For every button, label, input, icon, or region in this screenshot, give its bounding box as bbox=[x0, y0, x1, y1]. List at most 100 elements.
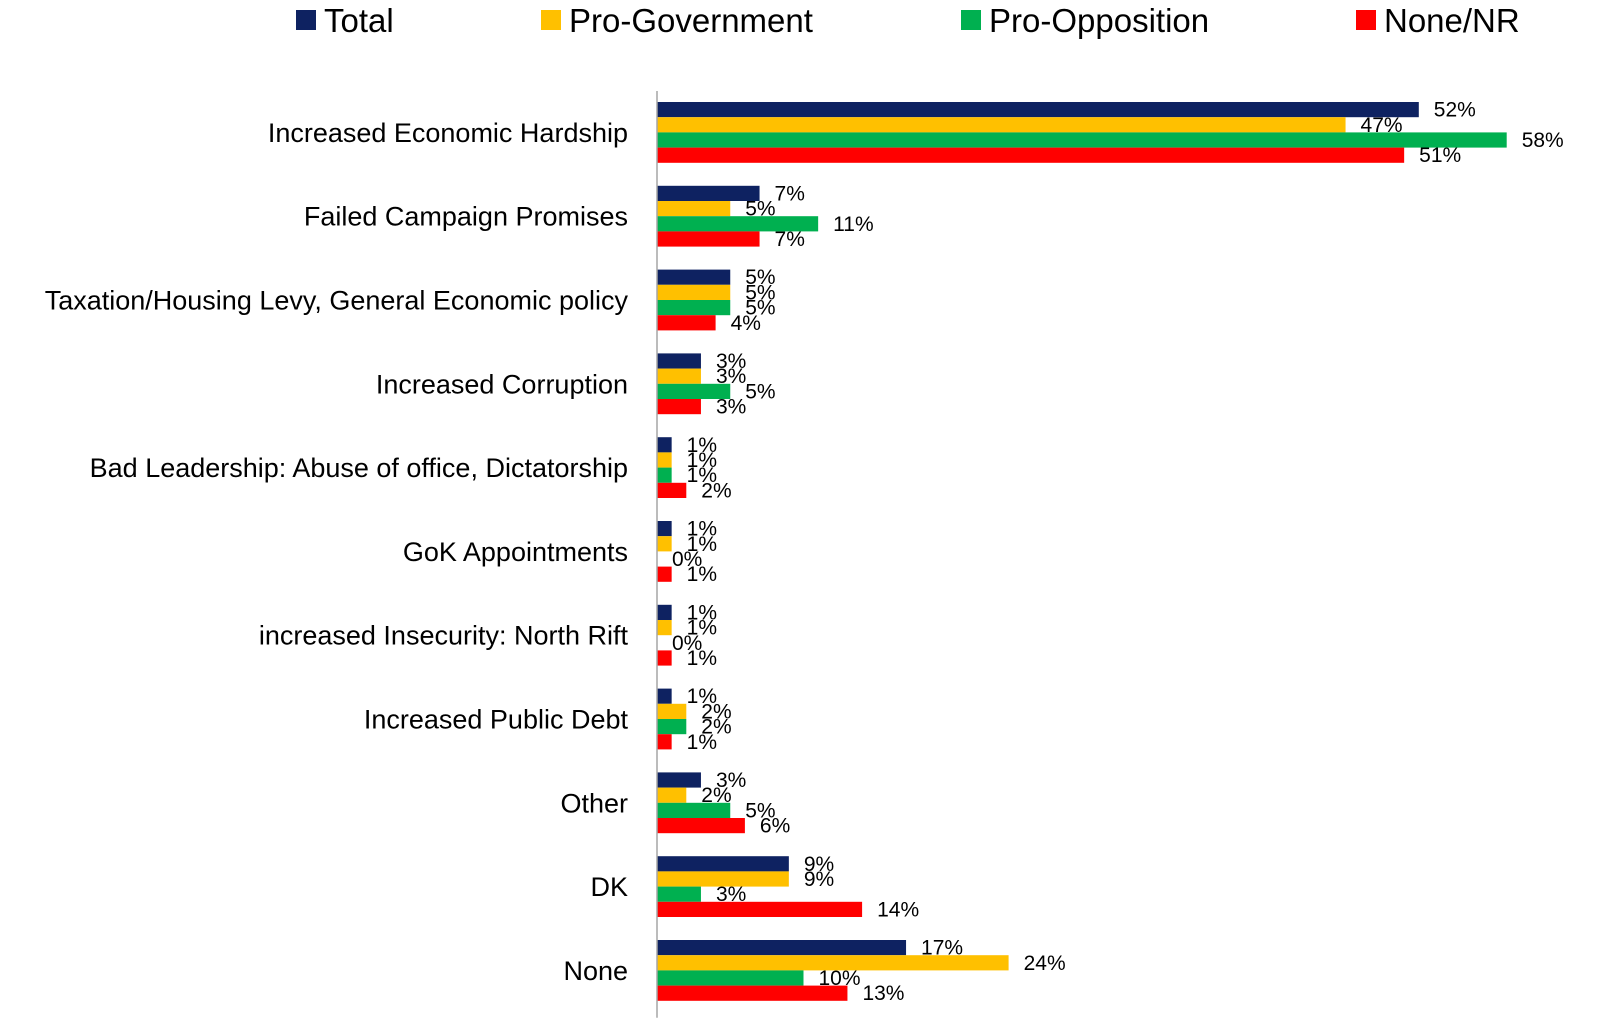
legend: Total Pro-Government Pro-Opposition None/NR bbox=[296, 2, 1520, 39]
category-label: Increased Public Debt bbox=[364, 705, 629, 735]
legend-label-4: None/NR bbox=[1384, 2, 1520, 39]
data-label: 0% bbox=[672, 548, 702, 571]
bar bbox=[657, 284, 731, 300]
data-label: 1% bbox=[687, 518, 717, 541]
data-label: 6% bbox=[760, 815, 790, 838]
bars bbox=[657, 102, 1507, 1001]
bar bbox=[657, 216, 819, 232]
data-label: 5% bbox=[745, 198, 775, 221]
data-label: 1% bbox=[687, 449, 717, 472]
data-label: 0% bbox=[672, 632, 702, 655]
bar bbox=[657, 703, 687, 719]
bar bbox=[657, 901, 863, 917]
data-label: 3% bbox=[716, 365, 746, 388]
data-label: 51% bbox=[1419, 144, 1461, 167]
bar bbox=[657, 985, 848, 1001]
data-label: 5% bbox=[745, 297, 775, 320]
data-label: 1% bbox=[687, 434, 717, 457]
data-label: 11% bbox=[833, 213, 873, 236]
category-label: Increased Corruption bbox=[376, 369, 628, 399]
bar bbox=[657, 300, 731, 316]
legend-swatch-2 bbox=[541, 10, 561, 30]
bar bbox=[657, 772, 701, 788]
data-label: 2% bbox=[701, 700, 731, 723]
bar bbox=[657, 185, 760, 201]
data-label: 5% bbox=[745, 266, 775, 289]
data-label: 2% bbox=[701, 784, 731, 807]
data-label: 1% bbox=[687, 601, 717, 624]
data-label: 17% bbox=[921, 937, 963, 960]
data-label: 1% bbox=[687, 563, 717, 586]
data-label: 3% bbox=[716, 883, 746, 906]
data-label: 5% bbox=[745, 799, 775, 822]
legend-swatch-1 bbox=[296, 10, 316, 30]
category-label: Increased Economic Hardship bbox=[268, 118, 628, 148]
data-label: 5% bbox=[745, 281, 775, 304]
category-labels: Increased Economic Hardship Failed Campai… bbox=[45, 118, 629, 986]
data-label: 9% bbox=[804, 868, 834, 891]
bar bbox=[657, 940, 907, 956]
legend-label-1: Total bbox=[324, 2, 394, 39]
data-label: 5% bbox=[745, 380, 775, 403]
data-label: 1% bbox=[687, 617, 717, 640]
data-label: 1% bbox=[687, 533, 717, 556]
bar bbox=[657, 482, 687, 498]
bar bbox=[657, 452, 672, 468]
data-label: 10% bbox=[819, 967, 861, 990]
bar bbox=[657, 231, 760, 247]
bar bbox=[657, 132, 1507, 148]
data-label: 7% bbox=[775, 228, 805, 251]
bar bbox=[657, 269, 731, 285]
category-label: increased Insecurity: North Rift bbox=[259, 621, 629, 651]
bar bbox=[657, 147, 1405, 163]
bar bbox=[657, 102, 1419, 118]
category-label: GoK Appointments bbox=[403, 537, 628, 567]
legend-label-3: Pro-Opposition bbox=[989, 2, 1209, 39]
data-label: 7% bbox=[775, 182, 805, 205]
bar bbox=[657, 970, 804, 986]
data-label: 24% bbox=[1024, 952, 1066, 975]
bar bbox=[657, 688, 672, 704]
bar bbox=[657, 566, 672, 582]
bar bbox=[657, 117, 1346, 133]
data-label: 52% bbox=[1434, 99, 1476, 122]
bar bbox=[657, 734, 672, 750]
bar bbox=[657, 871, 789, 887]
bar bbox=[657, 368, 701, 384]
bar bbox=[657, 383, 731, 399]
category-label: None bbox=[563, 956, 628, 986]
bar bbox=[657, 886, 701, 902]
bar bbox=[657, 437, 672, 453]
bar bbox=[657, 604, 672, 620]
bar bbox=[657, 802, 731, 818]
category-label: Taxation/Housing Levy, General Economic … bbox=[45, 286, 629, 316]
bar bbox=[657, 856, 789, 872]
bar bbox=[657, 315, 716, 331]
data-label: 47% bbox=[1361, 114, 1403, 137]
data-label: 14% bbox=[877, 898, 919, 921]
data-label: 4% bbox=[731, 312, 761, 335]
bar bbox=[657, 353, 701, 369]
data-label: 1% bbox=[687, 647, 717, 670]
bar bbox=[657, 650, 672, 666]
data-label: 3% bbox=[716, 769, 746, 792]
bar bbox=[657, 818, 745, 834]
data-label: 3% bbox=[716, 396, 746, 419]
bar bbox=[657, 521, 672, 537]
data-label: 9% bbox=[804, 853, 834, 876]
legend-label-2: Pro-Government bbox=[569, 2, 813, 39]
data-label: 1% bbox=[687, 464, 717, 487]
value-labels: 52%47%58%51%7%5%11%7%5%5%5%4%3%3%5%3%1%1… bbox=[672, 99, 1564, 1006]
data-label: 1% bbox=[687, 731, 717, 754]
legend-swatch-3 bbox=[961, 10, 981, 30]
bar bbox=[657, 536, 672, 552]
legend-swatch-4 bbox=[1356, 10, 1376, 30]
category-label: Failed Campaign Promises bbox=[304, 202, 628, 232]
bar bbox=[657, 719, 687, 735]
bar bbox=[657, 620, 672, 636]
category-label: Other bbox=[560, 788, 628, 818]
bar bbox=[657, 399, 701, 415]
bar bbox=[657, 201, 731, 217]
data-label: 2% bbox=[701, 479, 731, 502]
